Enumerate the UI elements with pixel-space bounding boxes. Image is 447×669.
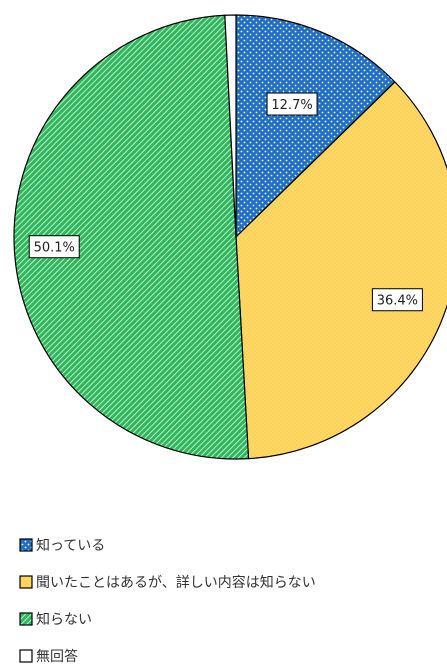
- data-label-box: [266, 92, 318, 116]
- pie-slice-2: [235, 81, 447, 460]
- pie-slice-3: [13, 14, 250, 460]
- data-label-text: 12.7%: [271, 98, 312, 113]
- legend-swatch: [19, 575, 33, 589]
- data-label-text: 36.4%: [377, 294, 418, 309]
- data-label-1: 12.7%: [266, 92, 318, 116]
- legend-label: 知っている: [36, 537, 105, 554]
- legend-item-4: 無回答: [19, 648, 78, 665]
- legend-item-2: 聞いたことはあるが、詳しい内容は知らない: [19, 574, 316, 591]
- legend-label: 無回答: [36, 648, 78, 665]
- pie-slice-4: [224, 14, 237, 238]
- pie-slices: [13, 14, 447, 460]
- pie-data-labels: 12.7% 36.4% 50.1%: [28, 92, 423, 312]
- data-label-box: [371, 288, 423, 312]
- legend-swatch: [19, 612, 33, 626]
- data-label-2: 36.4%: [371, 288, 423, 312]
- legend-label: 知らない: [36, 611, 92, 628]
- legend-item-3: 知らない: [19, 611, 92, 628]
- legend-label: 聞いたことはあるが、詳しい内容は知らない: [36, 574, 316, 591]
- data-label-box: [28, 235, 80, 259]
- data-label-text: 50.1%: [34, 241, 75, 256]
- data-label-3: 50.1%: [28, 235, 80, 259]
- legend-swatch: [19, 538, 33, 552]
- pie-slice-1: [235, 14, 396, 239]
- legend-item-1: 知っている: [19, 537, 105, 554]
- legend-swatch: [19, 649, 33, 663]
